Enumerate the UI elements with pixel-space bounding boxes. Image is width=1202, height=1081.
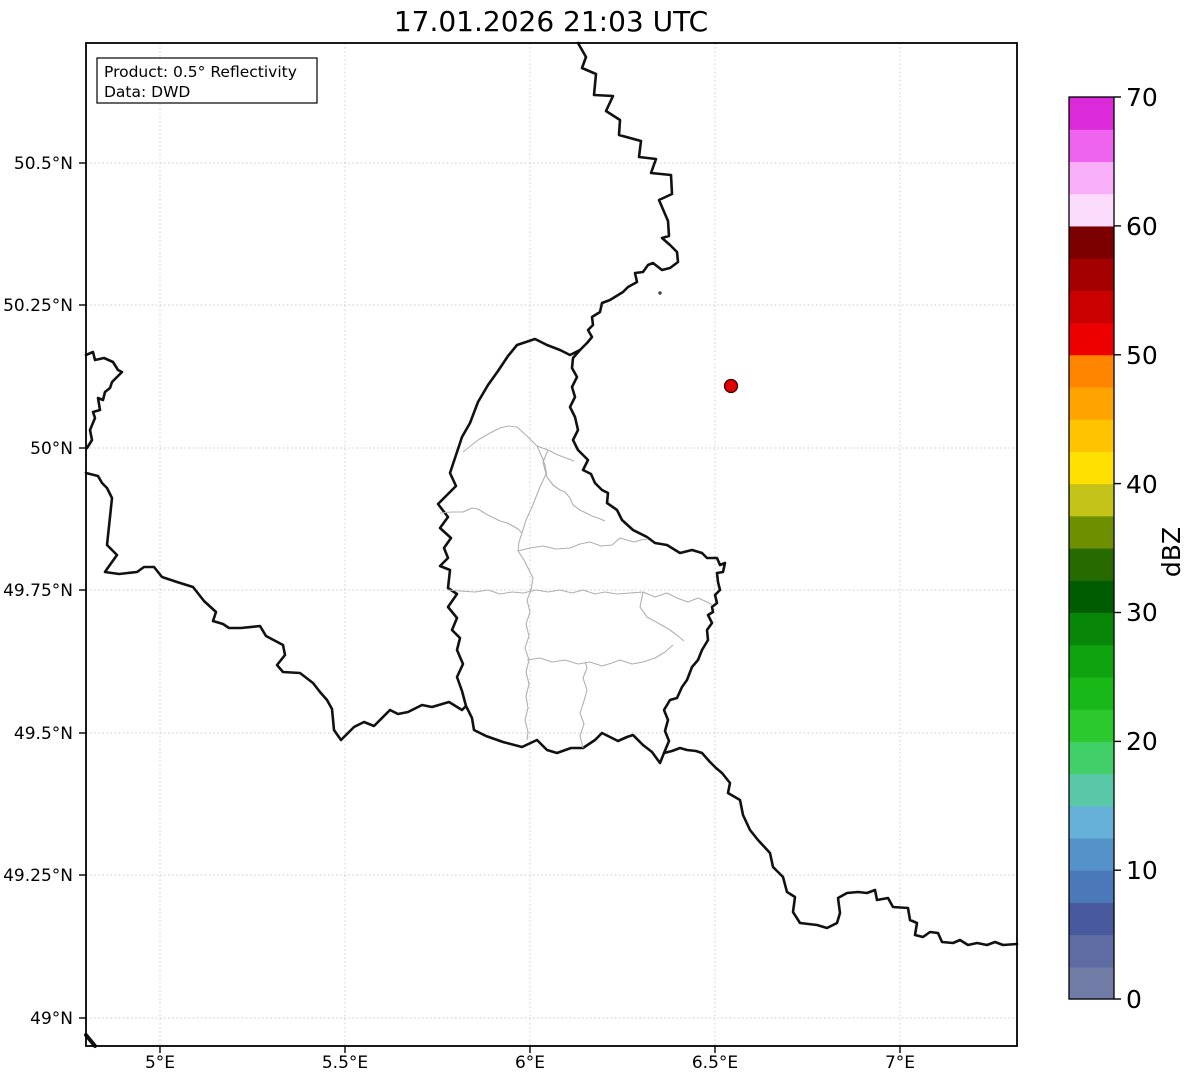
cb-tick-label: 0 xyxy=(1126,985,1142,1014)
colorbar-segment xyxy=(1069,934,1114,968)
cb-tick-label: 50 xyxy=(1126,341,1158,370)
x-tick-label: 5°E xyxy=(145,1053,175,1073)
colorbar-ticks xyxy=(1114,96,1121,1000)
y-tick-label: 50°N xyxy=(30,439,73,459)
colorbar-segment xyxy=(1069,548,1114,581)
colorbar-segment xyxy=(1069,580,1114,614)
colorbar-segment xyxy=(1069,386,1114,420)
colorbar-unit-label: dBZ xyxy=(1157,527,1186,577)
colorbar-segment xyxy=(1069,676,1114,710)
data-source-label: Data: DWD xyxy=(104,83,190,101)
y-axis-labels: 50.5°N 50.25°N 50°N 49.75°N 49.5°N 49.25… xyxy=(3,154,73,1029)
colorbar-segment xyxy=(1069,419,1114,452)
cb-tick-label: 40 xyxy=(1126,470,1158,499)
colorbar-segment xyxy=(1069,870,1114,903)
cb-tick-label: 20 xyxy=(1126,727,1158,756)
y-tick-label: 49°N xyxy=(30,1009,73,1029)
grid-lines xyxy=(86,43,1017,1046)
cb-tick-label: 30 xyxy=(1126,598,1158,627)
y-tick-label: 49.5°N xyxy=(14,724,73,744)
border-corner-fragment xyxy=(84,1033,97,1048)
map-borders xyxy=(84,41,1019,1048)
y-tick-label: 50.5°N xyxy=(14,154,73,174)
colorbar-segment xyxy=(1069,258,1114,291)
figure-title: 17.01.2026 21:03 UTC xyxy=(394,5,708,38)
border-luxembourg-outline xyxy=(436,337,666,765)
colorbar-segment xyxy=(1069,451,1114,485)
cb-tick-label: 10 xyxy=(1126,856,1158,885)
colorbar-segment xyxy=(1069,966,1114,1000)
colorbar-segment xyxy=(1069,225,1114,259)
x-axis-labels: 5°E 5.5°E 6°E 6.5°E 7°E xyxy=(145,1053,915,1073)
x-tick-label: 6.5°E xyxy=(692,1053,738,1073)
cb-tick-label: 60 xyxy=(1126,212,1158,241)
colorbar-segment xyxy=(1069,290,1114,324)
colorbar-segment xyxy=(1069,322,1114,356)
canton-borders xyxy=(439,425,713,749)
colorbar-frame xyxy=(1068,96,1115,1000)
colorbar-segment xyxy=(1069,837,1114,871)
colorbar-segment xyxy=(1069,515,1114,549)
y-tick-label: 49.25°N xyxy=(3,866,73,886)
border-small-fragment xyxy=(658,291,662,295)
colorbar-segment xyxy=(1069,741,1114,775)
border-germany-belgium-france xyxy=(568,41,1019,947)
cb-tick-label: 70 xyxy=(1126,83,1158,112)
colorbar-segment xyxy=(1069,354,1114,388)
colorbar-segment xyxy=(1069,644,1114,678)
border-france-belgium-north xyxy=(84,350,124,450)
colorbar: 70 60 50 40 30 20 10 0 dBZ xyxy=(1068,83,1186,1014)
colorbar-segment xyxy=(1069,805,1114,839)
axis-ticks xyxy=(79,162,901,1053)
radar-site-marker xyxy=(723,378,739,394)
map-frame xyxy=(85,42,1018,1047)
colorbar-segment xyxy=(1069,483,1114,517)
colorbar-segments xyxy=(1069,97,1114,1000)
colorbar-segment xyxy=(1069,773,1114,807)
border-france-belgium-south xyxy=(84,471,468,742)
colorbar-segment xyxy=(1069,902,1114,936)
colorbar-segment xyxy=(1069,193,1114,227)
colorbar-segment xyxy=(1069,129,1114,163)
colorbar-segment xyxy=(1069,97,1114,130)
colorbar-segment xyxy=(1069,612,1114,646)
x-tick-label: 6°E xyxy=(515,1053,545,1073)
colorbar-segment xyxy=(1069,161,1114,195)
product-annotation-box: Product: 0.5° Reflectivity Data: DWD xyxy=(96,57,318,104)
x-tick-label: 5.5°E xyxy=(322,1053,368,1073)
x-tick-label: 7°E xyxy=(885,1053,915,1073)
y-tick-label: 50.25°N xyxy=(3,296,73,316)
y-tick-label: 49.75°N xyxy=(3,581,73,601)
product-label: Product: 0.5° Reflectivity xyxy=(104,63,297,81)
colorbar-segment xyxy=(1069,709,1114,742)
colorbar-tick-labels: 70 60 50 40 30 20 10 0 xyxy=(1126,83,1158,1014)
